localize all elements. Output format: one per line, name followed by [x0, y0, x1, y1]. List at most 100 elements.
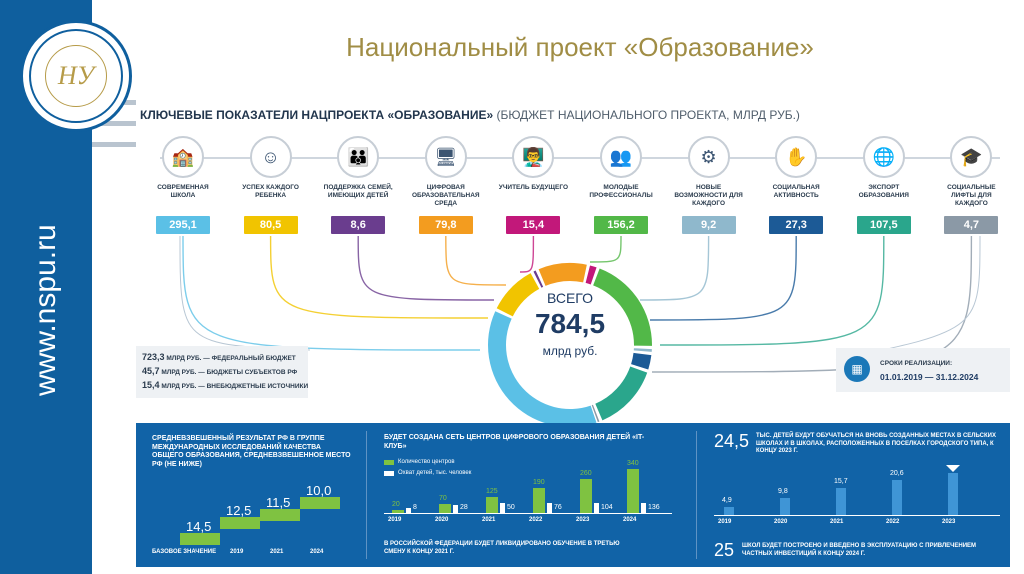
centers-bar: [392, 510, 404, 513]
it-chart-axis: [384, 513, 672, 514]
children-bar: [453, 505, 458, 513]
rural-year-label: 2019: [718, 519, 732, 525]
rank-step: [180, 533, 220, 545]
donut-slice: [538, 263, 587, 286]
centers-bar: [580, 479, 592, 513]
rural-bar-value: 9,8: [778, 488, 788, 496]
school-icon: 🏫: [171, 146, 195, 167]
indicator-label: СОЦИАЛЬНАЯ АКТИВНОСТЬ: [772, 184, 820, 199]
rank-step: [260, 509, 300, 521]
indicator-label: УЧИТЕЛЬ БУДУЩЕГО: [498, 184, 568, 191]
lift-icon: 🎓: [960, 146, 983, 167]
it-year-label: 2024: [623, 517, 637, 523]
professionals-icon: 👥: [609, 146, 633, 167]
bottom-stats-panel: СРЕДНЕВЗВЕШЕННЫЙ РЕЗУЛЬТАТ РФ В ГРУППЕ М…: [136, 423, 1010, 567]
university-logo: НУ: [20, 20, 132, 132]
indicator-value: 80,5: [243, 216, 298, 234]
indicator-icon-circle: 🌐: [862, 136, 905, 178]
export-icon: 🌐: [872, 146, 895, 167]
indicator-value: 156,2: [594, 216, 648, 234]
legend-children: Охват детей, тыс. человек: [398, 470, 472, 476]
indicator-9: 🌐 ЭКСПОРТ ОБРАЗОВАНИЯ 107,5: [847, 136, 921, 234]
third-shift-note: В РОССИЙСКОЙ ФЕДЕРАЦИИ БУДЕТ ЛИКВИДИРОВА…: [384, 541, 620, 555]
child-icon: ☺: [261, 146, 280, 167]
schools-text: ШКОЛ БУДЕТ ПОСТРОЕНО И ВВЕДЕНО В ЭКСПЛУА…: [742, 543, 977, 557]
connector-line: [179, 235, 311, 351]
implementation-dates: ▦ СРОКИ РЕАЛИЗАЦИИ: 01.01.2019 — 31.12.2…: [836, 348, 1010, 392]
rural-bar: [836, 488, 846, 515]
section-title-main: КЛЮЧЕВЫЕ ПОКАЗАТЕЛИ НАЦПРОЕКТА «ОБРАЗОВА…: [140, 108, 494, 122]
panel-divider-2: [696, 431, 697, 559]
children-value: 8: [413, 504, 417, 511]
indicator-value: 15,4: [506, 216, 561, 234]
logo-ring: [29, 29, 123, 123]
indicator-6: 👥 МОЛОДЫЕ ПРОФЕССИОНАЛЫ 156,2: [584, 136, 658, 234]
section-title-sub: (БЮДЖЕТ НАЦИОНАЛЬНОГО ПРОЕКТА, МЛРД РУБ.…: [496, 108, 800, 122]
indicator-icon-circle: 👨‍🏫: [512, 136, 555, 178]
connector-line: [659, 235, 885, 346]
rural-year-label: 2021: [830, 519, 844, 525]
indicator-label: СОВРЕМЕННАЯ ШКОЛА: [157, 184, 209, 199]
donut-slice: [631, 352, 652, 370]
legend-centers-swatch: [384, 460, 394, 465]
budget-federal: 723,3 МЛРД РУБ. — ФЕДЕРАЛЬНЫЙ БЮДЖЕТ: [142, 352, 296, 362]
rural-bar-value: 15,7: [834, 478, 848, 486]
budget-external: 15,4 МЛРД РУБ. — ВНЕБЮДЖЕТНЫЕ ИСТОЧНИКИ: [142, 380, 309, 390]
it-year-label: 2022: [529, 517, 543, 523]
schools-big-number: 25: [714, 540, 735, 560]
indicator-label: УСПЕХ КАЖДОГО РЕБЕНКА: [242, 184, 299, 199]
rural-bar: [780, 498, 790, 515]
budget-donut: [488, 263, 652, 427]
indicator-5: 👨‍🏫 УЧИТЕЛЬ БУДУЩЕГО 15,4: [496, 136, 570, 234]
connector-line: [357, 235, 495, 301]
rank-step-value: 14,5: [186, 519, 212, 534]
indicator-2: ☺ УСПЕХ КАЖДОГО РЕБЕНКА 80,5: [234, 136, 308, 234]
children-value: 136: [648, 504, 660, 511]
children-value: 76: [554, 504, 562, 511]
children-bar: [406, 507, 411, 513]
connector-line: [589, 235, 622, 263]
centers-bar: [439, 503, 451, 513]
rural-text: ТЫС. ДЕТЕЙ БУДУТ ОБУЧАТЬСЯ НА ВНОВЬ СОЗД…: [756, 433, 996, 454]
rank-step-value: 10,0: [306, 483, 332, 498]
indicator-label: ЭКСПОРТ ОБРАЗОВАНИЯ: [858, 184, 909, 199]
children-value: 28: [460, 504, 468, 511]
connector-line: [639, 235, 710, 301]
indicator-label: МОЛОДЫЕ ПРОФЕССИОНАЛЫ: [589, 184, 653, 199]
ranking-text: СРЕДНЕВЗВЕШЕННЫЙ РЕЗУЛЬТАТ РФ В ГРУППЕ М…: [152, 435, 351, 468]
total-value: 784,5: [534, 308, 606, 339]
centers-value: 125: [486, 487, 498, 495]
indicator-4: 🖥 ЦИФРОВАЯ ОБРАЗОВАТЕЛЬНАЯ СРЕДА 79,8: [409, 136, 483, 234]
connector-line: [445, 235, 507, 286]
children-bar: [500, 503, 505, 513]
slide-title: Национальный проект «Образование»: [346, 32, 814, 62]
rural-year-label: 2022: [886, 519, 900, 525]
rural-bar: [724, 506, 734, 515]
family-icon: 👪: [346, 146, 370, 167]
indicator-icon-circle: ☺: [249, 136, 292, 178]
target-marker-icon: [946, 465, 960, 472]
indicator-timeline: [160, 157, 1000, 159]
rank-step-label: БАЗОВОЕ ЗНАЧЕНИЕ: [152, 549, 217, 555]
indicator-icon-circle: 🏫: [162, 136, 204, 178]
children-bar: [594, 503, 599, 513]
donut-slice: [533, 270, 544, 288]
dates-range: 01.01.2019 — 31.12.2024: [880, 372, 979, 382]
rank-step-value: 11,5: [266, 495, 291, 510]
legend-centers: Количество центров: [398, 459, 455, 465]
indicator-3: 👪 ПОДДЕРЖКА СЕМЕЙ, ИМЕЮЩИХ ДЕТЕЙ 8,6: [321, 136, 395, 234]
connector-line: [182, 235, 481, 351]
it-year-label: 2023: [576, 517, 590, 523]
donut-center: ВСЕГО 784,5 млрд руб.: [500, 290, 640, 358]
indicator-value: 79,8: [418, 216, 473, 234]
rural-bar-value: 4,9: [722, 496, 732, 504]
rural-year-label: 2023: [942, 519, 956, 525]
connector-line: [519, 235, 535, 273]
rural-year-label: 2020: [774, 519, 788, 525]
rural-big-number: 24,5: [714, 431, 750, 451]
indicator-1: 🏫 СОВРЕМЕННАЯ ШКОЛА 295,1: [146, 136, 220, 234]
indicator-value: 27,3: [769, 216, 824, 234]
indicator-label: НОВЫЕ ВОЗМОЖНОСТИ ДЛЯ КАЖДОГО: [674, 184, 743, 207]
centers-bar: [486, 496, 498, 513]
section-title: КЛЮЧЕВЫЕ ПОКАЗАТЕЛИ НАЦПРОЕКТА «ОБРАЗОВА…: [140, 108, 800, 122]
